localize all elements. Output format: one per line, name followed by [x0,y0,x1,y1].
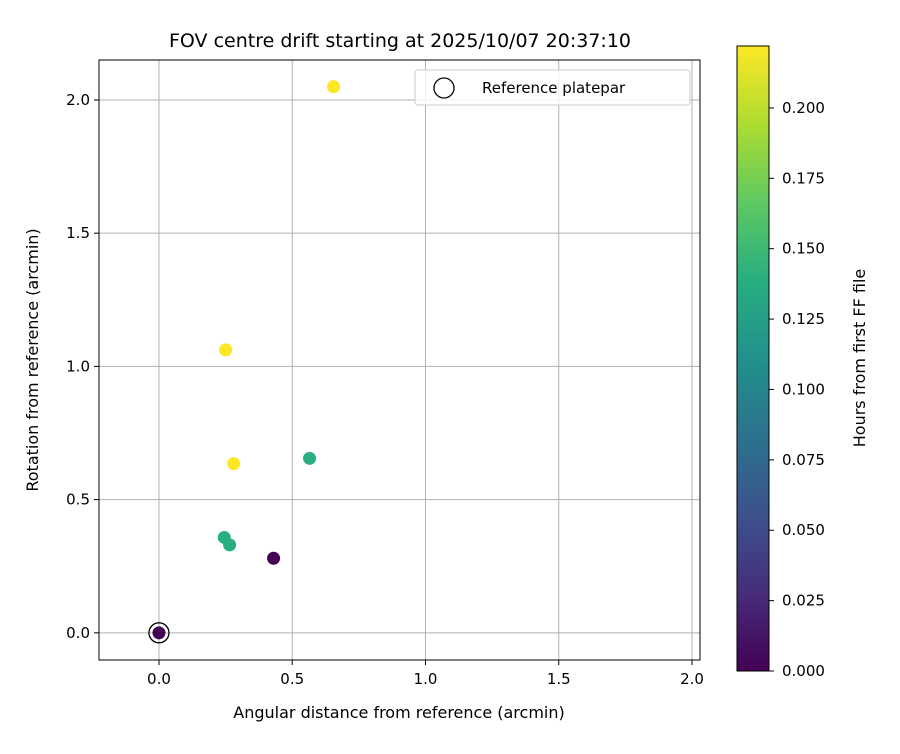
x-axis-ticks: 0.0 0.5 1.0 1.5 2.0 [147,660,704,688]
scatter-point [219,343,233,357]
plot-frame [98,59,701,661]
scatter-point [303,451,317,465]
y-tick-label: 0.0 [66,624,90,642]
scatter-point [152,626,166,640]
scatter-point [267,551,281,565]
y-tick-label: 1.5 [66,224,90,242]
colorbar-tick-label: 0.200 [782,99,825,117]
y-tick-label: 0.5 [66,491,90,509]
colorbar-ticks: 0.000 0.025 0.050 0.075 0.100 0.125 0.150 0.175… [769,99,825,680]
colorbar-tick-label: 0.050 [782,521,825,539]
colorbar-tick-label: 0.150 [782,240,825,258]
y-tick-label: 1.0 [66,357,90,375]
chart-title: FOV centre drift starting at 2025/10/07 … [169,30,631,52]
x-axis-label: Angular distance from reference (arcmin) [233,703,564,722]
x-tick-label: 1.5 [547,670,571,688]
scatter-point [327,80,341,94]
colorbar-tick-label: 0.100 [782,380,825,398]
colorbar-tick-label: 0.025 [782,592,825,610]
reference-marker [148,622,170,644]
colorbar-tick-label: 0.000 [782,662,825,680]
legend-box [414,69,691,106]
x-tick-label: 0.5 [280,670,304,688]
x-tick-label: 0.0 [147,670,171,688]
scatter-point [223,538,237,552]
colorbar: 0.000 0.025 0.050 0.075 0.100 0.125 0.150 0.175… [736,45,869,680]
legend-marker-icon [433,77,455,99]
legend: Reference platepar [414,69,691,106]
legend-label: Reference platepar [482,79,626,97]
y-tick-label: 2.0 [66,91,90,109]
colorbar-label: Hours from first FF file [850,269,869,448]
colorbar-tick-label: 0.075 [782,451,825,469]
y-axis-ticks: 0.0 0.5 1.0 1.5 2.0 [66,91,99,642]
grid [99,60,700,660]
colorbar-gradient [736,45,770,672]
colorbar-tick-label: 0.125 [782,310,825,328]
x-tick-label: 2.0 [680,670,704,688]
scatter-point [227,457,241,471]
colorbar-tick-label: 0.175 [782,169,825,187]
x-tick-label: 1.0 [414,670,438,688]
y-axis-label: Rotation from reference (arcmin) [23,228,42,491]
scatter-points [148,80,341,644]
